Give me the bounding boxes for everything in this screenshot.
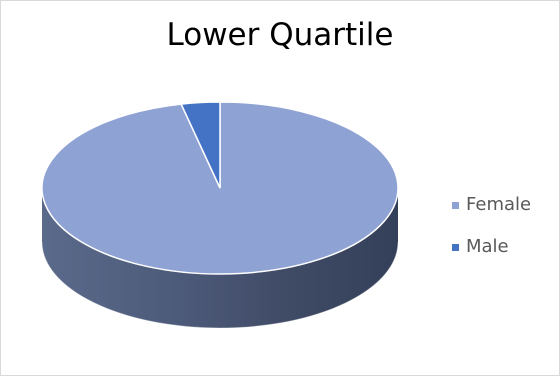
- chart-title: Lower Quartile: [166, 17, 394, 53]
- chart-legend: Female Male: [452, 194, 531, 278]
- pie-side-edge: [41, 241, 399, 329]
- legend-swatch-male: [452, 243, 459, 251]
- legend-item-female: Female: [452, 194, 531, 216]
- legend-label-male: Male: [466, 236, 509, 257]
- pie-side-wall: [42, 188, 398, 328]
- legend-item-male: Male: [452, 236, 531, 258]
- legend-label-female: Female: [466, 194, 532, 215]
- legend-swatch-female: [452, 201, 459, 209]
- pie-slice-male: [180, 101, 221, 189]
